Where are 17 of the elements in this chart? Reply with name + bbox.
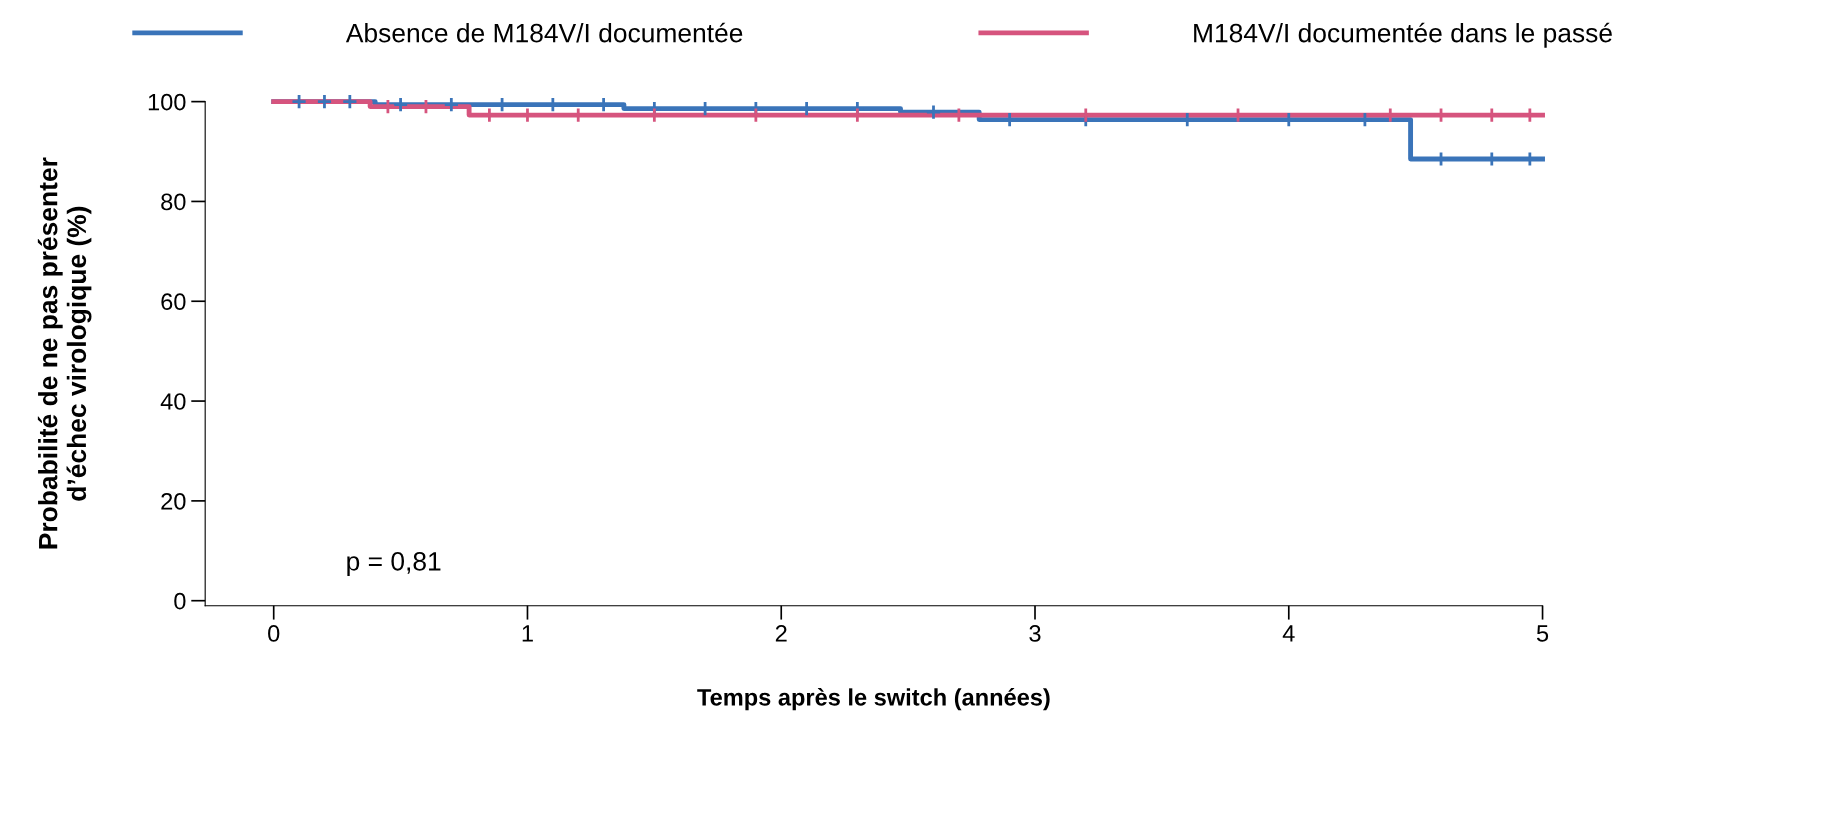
text: Absence de M184V/I documentée [345,22,743,43]
x-tick-label: 0 [268,625,280,642]
x-tick-label: 1 [522,625,533,642]
x-tick-label: 4 [1282,625,1295,642]
y-tick-label: 80 [161,193,186,211]
y-tick-label: 100 [148,93,186,111]
annotation: p = 0,81 [347,551,441,576]
x-tick-label: 2 [775,625,787,642]
x-tick-label: 5 [1536,625,1549,642]
y-axis-title: Probabilité de ne pas présenter d’échec virologique (%) [37,157,92,549]
x-tick-label: 3 [1029,625,1041,642]
y-tick-label: 60 [161,293,186,311]
y-tick-label: 0 [174,592,186,610]
y-tick-label: 40 [160,393,186,410]
text: M184V/I documentée dans le passé [1194,22,1612,48]
x-axis-title: Temps après le switch (années) [697,688,1050,711]
y-tick-label: 20 [161,492,186,510]
